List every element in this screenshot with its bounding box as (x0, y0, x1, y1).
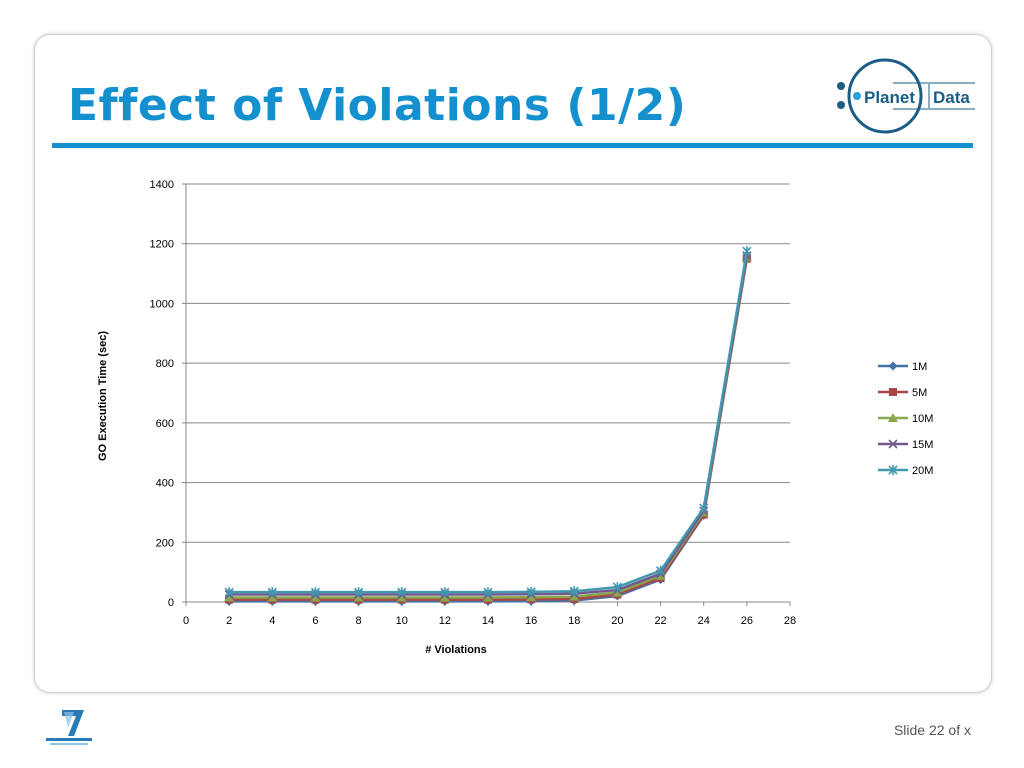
data-point-20M (699, 502, 709, 513)
data-point-20M (224, 587, 234, 598)
series-line-1M (229, 258, 749, 603)
x-tick-label: 2 (226, 615, 232, 627)
y-tick-label: 200 (156, 537, 174, 549)
fp7-logo (46, 710, 92, 745)
y-tick-label: 600 (156, 418, 174, 430)
x-tick-label: 26 (741, 615, 753, 627)
data-point-20M (612, 582, 622, 593)
series-line-20M (229, 250, 749, 594)
series-line-15M (229, 255, 749, 596)
y-tick-label: 1400 (150, 179, 174, 191)
series-5M (225, 254, 751, 604)
legend-marker (888, 439, 898, 449)
legend-label: 5M (912, 387, 927, 399)
legend-marker (888, 361, 898, 371)
series-10M (224, 252, 752, 602)
legend-item-1M: 1M (878, 361, 927, 373)
x-tick-label: 24 (698, 615, 710, 627)
legend-marker (888, 413, 898, 422)
y-tick-label: 400 (156, 478, 174, 490)
data-point-20M (310, 587, 320, 598)
y-tick-label: 800 (156, 358, 174, 370)
x-tick-label: 14 (482, 615, 494, 627)
legend-marker (889, 388, 897, 396)
legend-marker (888, 465, 898, 475)
x-tick-label: 10 (396, 615, 408, 627)
x-axis-title: # Violations (425, 644, 487, 656)
legend-label: 10M (912, 413, 933, 425)
series-line-5M (229, 258, 749, 601)
slide-number: Slide 22 of x (893, 722, 971, 738)
title-rule (52, 143, 973, 148)
logo-text-planet: Planet (864, 88, 915, 107)
series-line-10M (229, 256, 749, 599)
x-tick-label: 8 (356, 615, 362, 627)
data-point-20M (742, 246, 752, 257)
y-tick-label: 0 (168, 597, 174, 609)
legend-label: 20M (912, 465, 933, 477)
x-tick-label: 16 (525, 615, 537, 627)
x-tick-label: 22 (654, 615, 666, 627)
y-tick-label: 1200 (150, 239, 174, 251)
slide-title: Effect of Violations (1/2) (68, 80, 687, 131)
planetdata-logo: Planet Data (837, 58, 975, 134)
x-tick-label: 4 (269, 615, 275, 627)
x-tick-label: 0 (183, 615, 189, 627)
legend-label: 1M (912, 361, 927, 373)
legend-item-10M: 10M (878, 413, 933, 425)
x-tick-label: 6 (312, 615, 318, 627)
data-point-20M (354, 587, 364, 598)
data-point-20M (656, 565, 666, 576)
x-tick-label: 12 (439, 615, 451, 627)
data-point-20M (569, 586, 579, 597)
series-layer (224, 246, 752, 606)
data-point-20M (526, 586, 536, 597)
logo-text-data: Data (933, 88, 970, 107)
y-tick-label: 1000 (150, 298, 174, 310)
data-point-20M (440, 587, 450, 598)
y-axis-title: GO Execution Time (sec) (97, 331, 109, 461)
legend-item-5M: 5M (878, 387, 927, 399)
legend-label: 15M (912, 439, 933, 451)
legend-item-15M: 15M (878, 439, 933, 451)
legend: 1M 5M 10M 15M 20M (878, 361, 933, 477)
data-point-20M (267, 587, 277, 598)
legend-item-20M: 20M (878, 465, 933, 477)
grid-lines (186, 183, 790, 603)
series-20M (224, 246, 752, 598)
data-point-20M (397, 587, 407, 598)
x-tick-label: 28 (784, 615, 796, 627)
x-tick-label: 20 (611, 615, 623, 627)
data-point-20M (483, 587, 493, 598)
x-tick-label: 18 (568, 615, 580, 627)
